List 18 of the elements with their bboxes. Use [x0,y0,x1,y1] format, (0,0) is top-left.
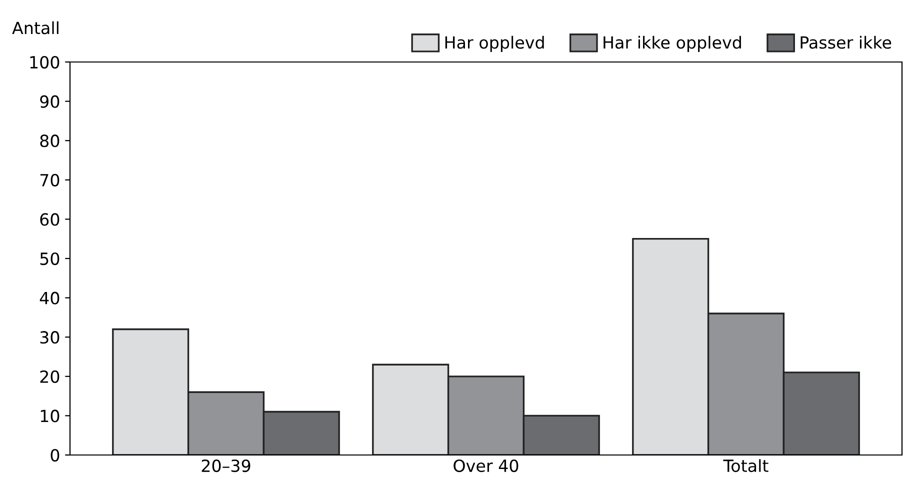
legend-label: Har opplevd [445,36,544,52]
y-tick-label: 70 [40,174,60,186]
x-tick-label: 20–39 [202,459,250,472]
y-tick-label: 100 [30,56,60,69]
y-tick-label: 60 [40,213,60,226]
legend-label: Passer ikke [800,36,892,49]
x-tick-label: Totalt [723,459,768,472]
y-tick-label: 40 [40,292,60,304]
legend-label: Har ikke opplevd [604,36,741,52]
x-tick-label: Over 40 [454,459,518,472]
y-tick-label: 0 [50,448,60,462]
y-tick-label: 10 [40,410,60,422]
y-tick-label: 80 [40,134,60,148]
y-tick-label: 50 [40,252,60,266]
y-tick-label: 20 [40,370,60,383]
y-tick-label: 30 [40,331,60,344]
y-tick-label: 90 [40,95,60,108]
y-axis-title: Antall [12,21,58,34]
